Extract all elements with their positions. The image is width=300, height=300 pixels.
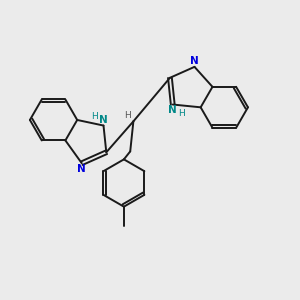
Text: H: H [178,109,185,118]
Text: N: N [77,164,86,174]
Text: N: N [190,56,199,67]
Text: N: N [99,115,108,125]
Text: N: N [168,105,177,115]
Text: H: H [91,112,98,121]
Text: H: H [124,110,131,119]
